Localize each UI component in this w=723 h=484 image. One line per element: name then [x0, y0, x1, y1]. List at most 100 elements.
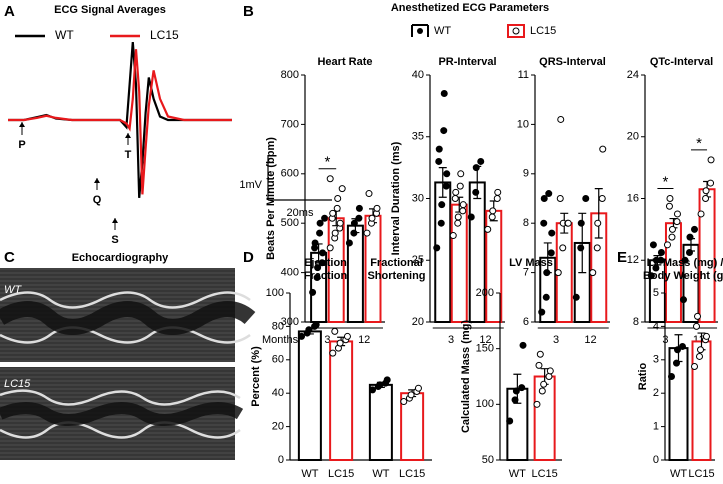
- chart-title: QTc-Interval: [650, 56, 713, 68]
- panel-title: Echocardiography: [72, 252, 169, 264]
- data-point: [538, 387, 546, 395]
- y-tick-label: 200: [476, 287, 494, 299]
- y-tick-label: 100: [476, 398, 494, 410]
- data-point: [694, 312, 701, 320]
- data-point: [691, 362, 698, 370]
- arrow-head: [125, 133, 131, 138]
- data-point: [564, 219, 572, 227]
- data-point: [414, 384, 422, 392]
- y-tick-label: 20: [412, 316, 424, 328]
- y-tick-label: 8: [633, 316, 639, 328]
- arrow-head: [94, 178, 100, 183]
- data-point: [331, 229, 339, 237]
- data-point: [435, 145, 443, 153]
- data-point: [542, 293, 550, 301]
- chart-title: Shortening: [367, 270, 425, 282]
- echo-label: LC15: [4, 378, 31, 390]
- data-point: [334, 195, 342, 202]
- data-point: [442, 182, 450, 190]
- y-tick-label: 150: [476, 343, 494, 355]
- y-tick-label: 400: [281, 267, 299, 279]
- y-tick-label: 9: [523, 168, 529, 180]
- data-point: [582, 195, 590, 202]
- y-tick-label: 20: [627, 131, 639, 143]
- data-point: [533, 400, 541, 408]
- data-point: [314, 264, 322, 272]
- data-point: [484, 225, 492, 233]
- data-point: [668, 373, 675, 380]
- legend-dot: [512, 27, 520, 35]
- data-point: [546, 367, 554, 375]
- y-tick-label: 30: [412, 192, 424, 204]
- data-point: [383, 376, 391, 384]
- x-tick-label: WT: [670, 468, 687, 480]
- data-point: [540, 380, 548, 388]
- echo-label: WT: [4, 284, 22, 296]
- data-point: [665, 202, 673, 210]
- chart-title: LV Mass (mg) /: [647, 257, 723, 269]
- data-point: [536, 350, 544, 358]
- data-point: [577, 244, 585, 252]
- data-point: [693, 322, 700, 330]
- data-point: [589, 269, 597, 277]
- y-tick-label: 6: [523, 316, 529, 328]
- group-label: 3: [324, 334, 330, 346]
- data-point: [350, 229, 358, 237]
- data-point: [440, 90, 448, 98]
- chart-title: Body Weight (g): [643, 270, 723, 282]
- data-point: [454, 219, 462, 227]
- y-axis-label: Calculated Mass (mg): [460, 320, 472, 433]
- group-label: 3: [553, 334, 559, 346]
- echo-image: [0, 268, 256, 460]
- data-point: [407, 391, 415, 399]
- data-point: [702, 195, 710, 202]
- data-point: [543, 269, 551, 277]
- data-point: [488, 213, 496, 221]
- data-point: [690, 225, 698, 233]
- error-bar: [594, 188, 603, 239]
- sig-label: *: [696, 135, 702, 152]
- data-point: [365, 190, 373, 198]
- legend-label: LC15: [530, 25, 556, 37]
- legend-dot: [417, 28, 423, 34]
- data-point: [298, 332, 306, 340]
- data-point: [679, 342, 686, 350]
- data-point: [668, 233, 676, 241]
- bar: [468, 181, 486, 323]
- y-tick-label: 100: [266, 287, 284, 299]
- data-point: [305, 326, 313, 334]
- data-point: [452, 188, 460, 196]
- y-tick-label: 10: [517, 118, 529, 130]
- y-tick-label: 11: [518, 69, 529, 81]
- chart-title: QRS-Interval: [539, 56, 606, 68]
- data-point: [400, 398, 408, 406]
- data-point: [548, 229, 556, 237]
- data-point: [557, 115, 565, 123]
- sig-label: *: [324, 154, 330, 171]
- panel-letter: D: [243, 249, 254, 266]
- data-point: [316, 229, 324, 237]
- data-point: [652, 264, 660, 272]
- legend-swatch: [507, 24, 525, 38]
- data-point: [312, 321, 320, 329]
- arrow-head: [112, 218, 118, 223]
- data-point: [518, 384, 526, 392]
- data-point: [506, 417, 514, 425]
- data-point: [594, 219, 602, 227]
- x-tick-label: LC15: [531, 468, 557, 480]
- data-point: [326, 175, 334, 183]
- group-label: 12: [358, 334, 370, 346]
- data-point: [329, 349, 337, 357]
- y-axis-label: Beats Per Minute (bpm): [265, 137, 277, 260]
- y-tick-label: 600: [281, 168, 299, 180]
- data-point: [511, 396, 519, 404]
- data-point: [657, 256, 665, 264]
- data-point: [326, 244, 334, 252]
- legend-label: WT: [434, 25, 451, 37]
- chart-title: Fraction: [304, 270, 348, 282]
- data-point: [599, 145, 607, 153]
- chart-title: LV Mass: [509, 257, 553, 269]
- panel-title: ECG Signal Averages: [54, 4, 166, 16]
- y-tick-label: 50: [482, 454, 494, 466]
- data-point: [338, 185, 346, 193]
